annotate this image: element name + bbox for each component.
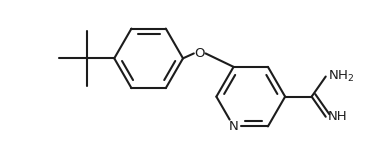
- Text: NH$_2$: NH$_2$: [328, 69, 354, 84]
- Text: O: O: [194, 47, 205, 60]
- Text: N: N: [229, 120, 238, 133]
- Text: NH: NH: [328, 110, 347, 123]
